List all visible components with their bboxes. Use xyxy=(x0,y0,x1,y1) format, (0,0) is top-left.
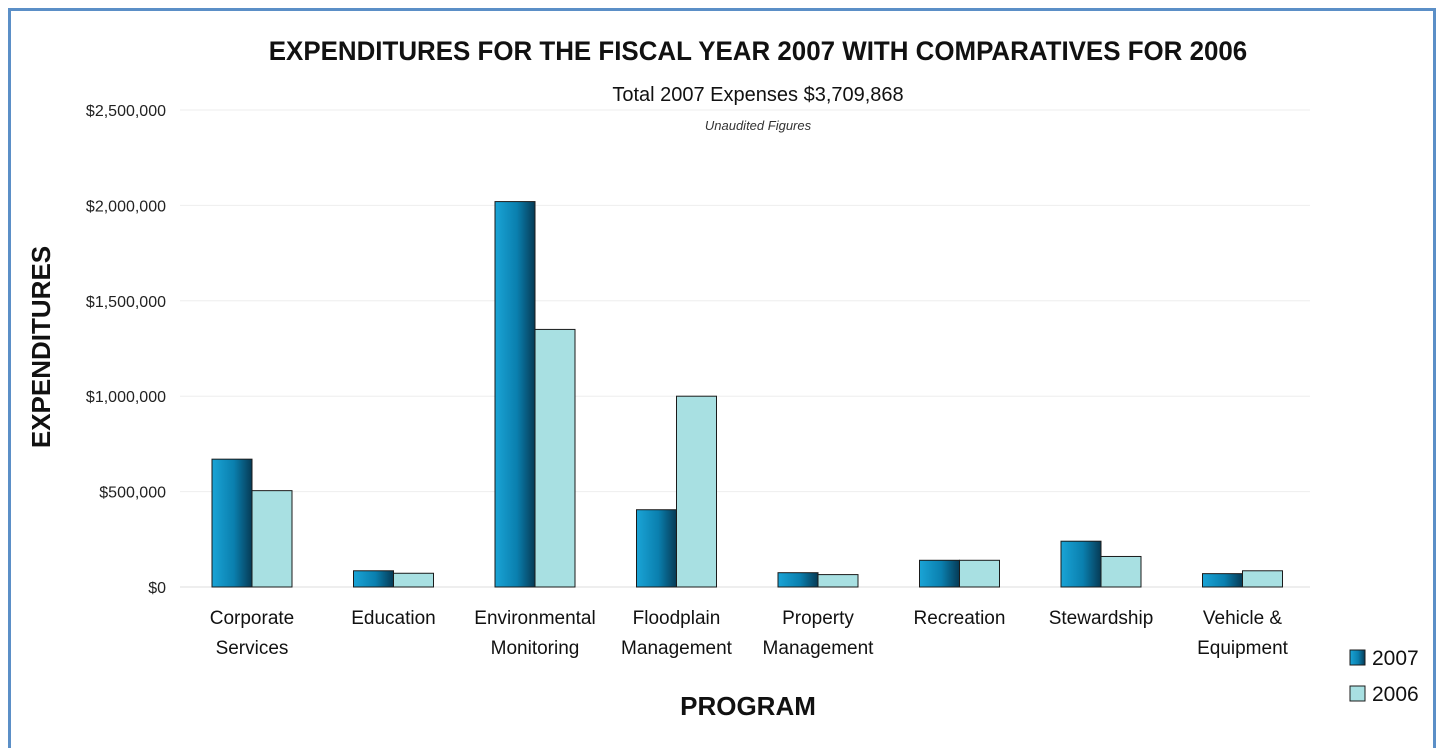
x-tick-label: Education xyxy=(351,608,436,629)
x-tick-label: Equipment xyxy=(1197,638,1289,659)
bar-2007-7 xyxy=(1202,573,1243,588)
bar-2006-3 xyxy=(676,395,717,588)
bar-2007-2 xyxy=(494,201,536,588)
x-tick-label: Floodplain xyxy=(633,608,721,629)
x-tick-label: Services xyxy=(216,638,289,659)
legend: 2007 2006 xyxy=(1349,647,1419,706)
bar-2006-4 xyxy=(817,574,859,588)
x-axis-ticks: Corporate Services Education Environmental M… xyxy=(210,608,1289,659)
x-tick-label: Property xyxy=(782,608,854,629)
bar-2007-3 xyxy=(636,509,677,588)
x-tick-label: Management xyxy=(621,638,733,659)
gridlines xyxy=(180,109,1310,588)
y-axis-ticks: $0 $500,000 $1,000,000 $1,500,000 $2,000,000… xyxy=(86,103,166,597)
legend-swatch-2007 xyxy=(1349,649,1366,666)
bar-2006-0 xyxy=(251,490,293,588)
bar-2007-4 xyxy=(777,572,819,588)
x-tick-label: Vehicle & xyxy=(1203,608,1283,629)
bar-2006-1 xyxy=(393,572,434,588)
x-tick-label: Corporate xyxy=(210,608,295,629)
y-tick-label: $0 xyxy=(148,580,166,597)
bar-2007-5 xyxy=(919,559,960,588)
y-tick-label: $1,500,000 xyxy=(86,294,166,311)
chart-frame xyxy=(8,8,1436,748)
chart-note: Unaudited Figures xyxy=(705,118,812,133)
x-tick-label: Environmental xyxy=(474,608,595,629)
x-tick-label: Management xyxy=(763,638,875,659)
bar-2007-6 xyxy=(1060,540,1102,588)
bar-2006-7 xyxy=(1242,570,1283,588)
y-tick-label: $2,500,000 xyxy=(86,103,166,120)
bars xyxy=(211,201,1283,588)
legend-label-2006: 2006 xyxy=(1372,683,1419,706)
bar-2006-2 xyxy=(534,328,576,588)
x-tick-label: Recreation xyxy=(914,608,1006,629)
y-axis-label: EXPENDITURES xyxy=(26,246,56,448)
chart-subtitle: Total 2007 Expenses $3,709,868 xyxy=(612,84,903,106)
x-tick-label: Stewardship xyxy=(1049,608,1154,629)
y-tick-label: $2,000,000 xyxy=(86,198,166,215)
bar-2007-1 xyxy=(353,570,394,588)
y-tick-label: $500,000 xyxy=(99,485,166,502)
bar-2006-5 xyxy=(959,559,1000,588)
x-tick-label: Monitoring xyxy=(491,638,580,659)
chart-title: EXPENDITURES FOR THE FISCAL YEAR 2007 WI… xyxy=(269,36,1247,67)
bar-2007-0 xyxy=(211,458,253,588)
x-axis-label: PROGRAM xyxy=(680,691,816,721)
legend-swatch-2006 xyxy=(1349,685,1366,702)
bar-2006-6 xyxy=(1100,555,1142,588)
y-tick-label: $1,000,000 xyxy=(86,389,166,406)
legend-label-2007: 2007 xyxy=(1372,647,1419,670)
